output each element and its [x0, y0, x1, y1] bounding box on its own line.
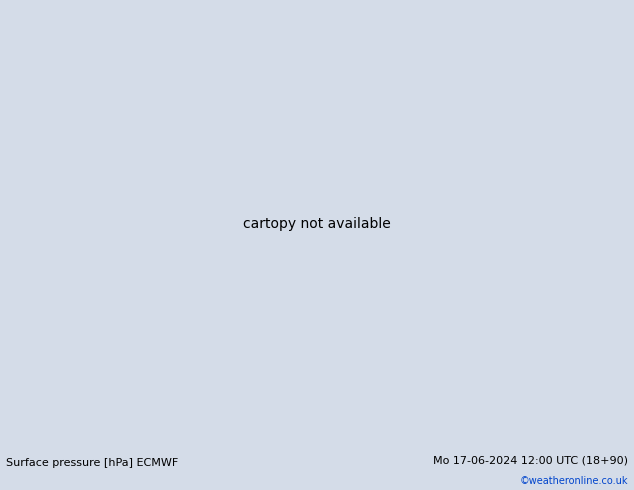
Text: cartopy not available: cartopy not available — [243, 217, 391, 231]
Text: Surface pressure [hPa] ECMWF: Surface pressure [hPa] ECMWF — [6, 458, 179, 468]
Text: ©weatheronline.co.uk: ©weatheronline.co.uk — [519, 476, 628, 486]
Text: Mo 17-06-2024 12:00 UTC (18+90): Mo 17-06-2024 12:00 UTC (18+90) — [432, 456, 628, 466]
